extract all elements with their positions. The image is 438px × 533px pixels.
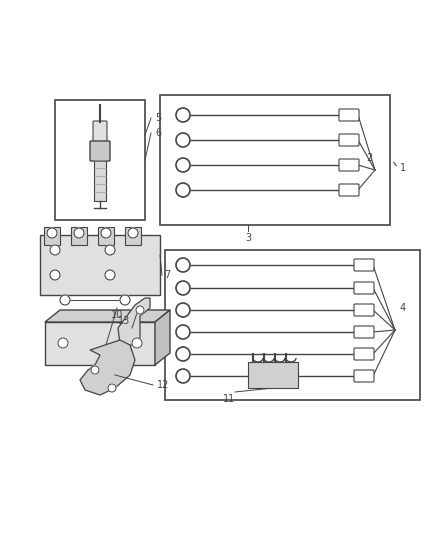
FancyBboxPatch shape — [338, 184, 358, 196]
FancyBboxPatch shape — [90, 141, 110, 161]
FancyBboxPatch shape — [338, 134, 358, 146]
Text: 7: 7 — [164, 270, 170, 280]
Circle shape — [176, 258, 190, 272]
Bar — [98, 227, 114, 245]
Polygon shape — [118, 298, 150, 345]
Circle shape — [60, 295, 70, 305]
Circle shape — [108, 384, 116, 392]
Bar — [125, 227, 141, 245]
Circle shape — [74, 228, 84, 238]
Bar — [44, 227, 60, 245]
Circle shape — [176, 281, 190, 295]
Circle shape — [120, 295, 130, 305]
Circle shape — [47, 228, 57, 238]
Text: 2: 2 — [366, 153, 372, 163]
Bar — [45, 322, 155, 365]
FancyBboxPatch shape — [353, 304, 373, 316]
Text: 13: 13 — [117, 316, 130, 326]
Circle shape — [176, 183, 190, 197]
Bar — [165, 250, 419, 400]
Circle shape — [58, 338, 68, 348]
Text: 12: 12 — [157, 380, 169, 390]
Circle shape — [176, 133, 190, 147]
Polygon shape — [155, 310, 170, 365]
Circle shape — [128, 228, 138, 238]
Circle shape — [105, 270, 115, 280]
Circle shape — [132, 338, 141, 348]
Circle shape — [176, 347, 190, 361]
Bar — [247, 362, 297, 388]
Circle shape — [176, 369, 190, 383]
Text: 5: 5 — [155, 113, 161, 123]
FancyBboxPatch shape — [338, 109, 358, 121]
Bar — [55, 100, 145, 220]
Bar — [94, 156, 106, 201]
FancyBboxPatch shape — [353, 259, 373, 271]
Text: 3: 3 — [244, 233, 251, 243]
Text: 11: 11 — [222, 394, 234, 404]
Circle shape — [50, 245, 60, 255]
Bar — [40, 235, 159, 295]
Circle shape — [105, 245, 115, 255]
FancyBboxPatch shape — [353, 370, 373, 382]
FancyBboxPatch shape — [93, 121, 107, 151]
Text: 10: 10 — [111, 310, 123, 320]
FancyBboxPatch shape — [353, 348, 373, 360]
FancyBboxPatch shape — [338, 159, 358, 171]
Polygon shape — [80, 340, 135, 395]
Bar — [71, 227, 87, 245]
Circle shape — [176, 325, 190, 339]
Text: 1: 1 — [399, 163, 405, 173]
Circle shape — [176, 108, 190, 122]
Circle shape — [50, 270, 60, 280]
FancyBboxPatch shape — [353, 282, 373, 294]
Circle shape — [91, 366, 99, 374]
Polygon shape — [45, 310, 170, 322]
Circle shape — [101, 228, 111, 238]
Circle shape — [176, 158, 190, 172]
Circle shape — [136, 306, 144, 314]
Bar — [159, 95, 389, 225]
FancyBboxPatch shape — [353, 326, 373, 338]
Text: 4: 4 — [399, 303, 405, 313]
Text: 6: 6 — [155, 128, 161, 138]
Circle shape — [176, 303, 190, 317]
